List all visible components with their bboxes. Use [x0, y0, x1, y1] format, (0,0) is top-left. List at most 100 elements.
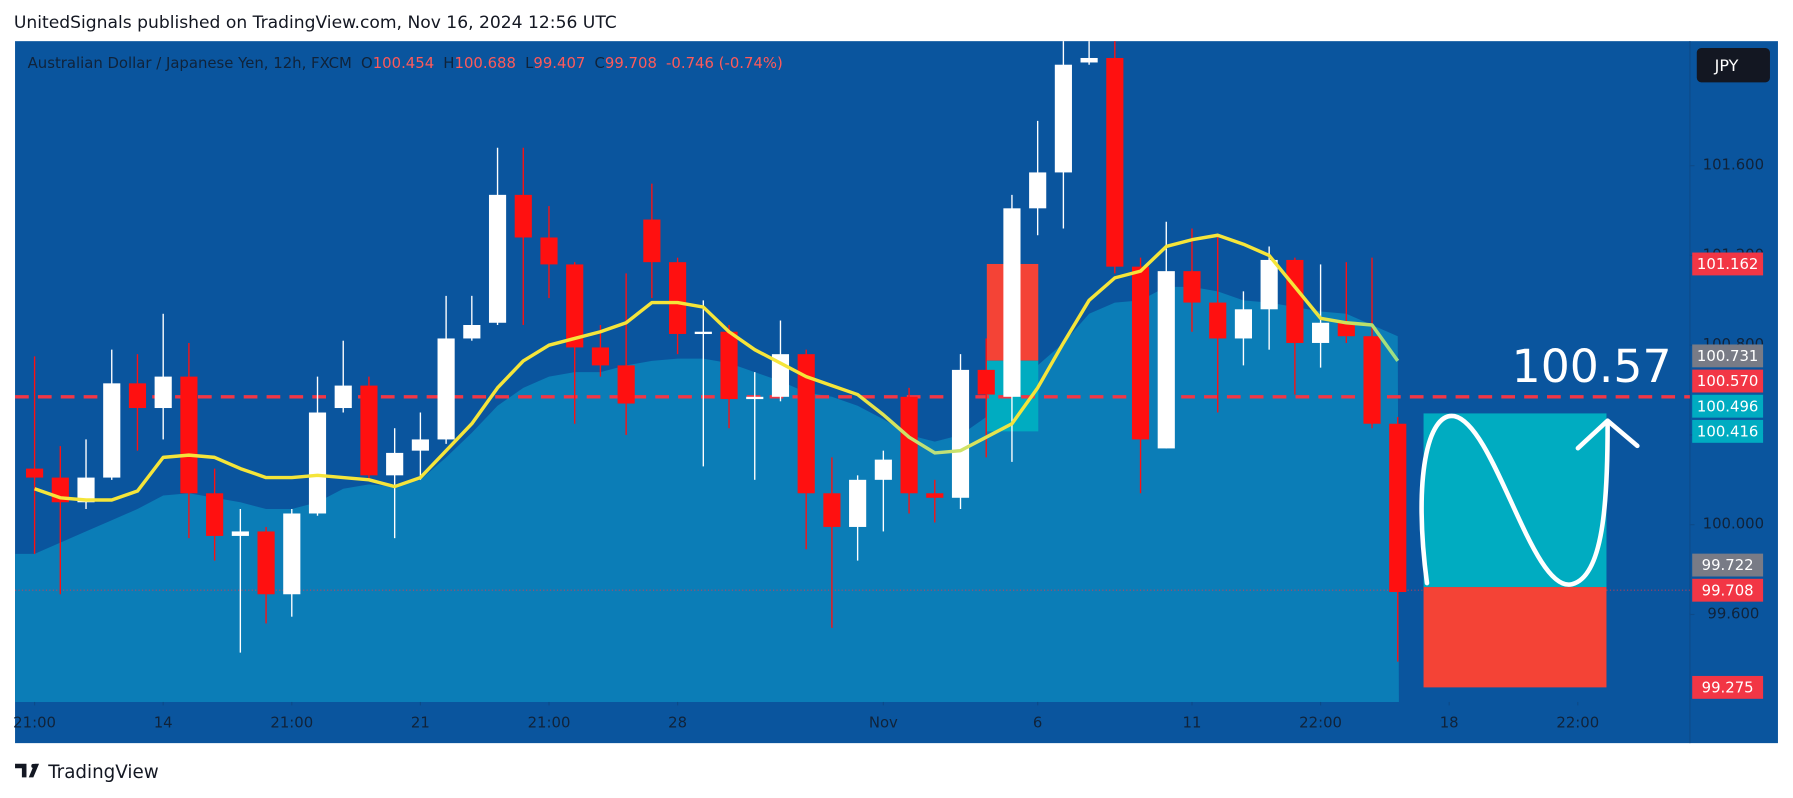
candle-body — [566, 264, 584, 348]
candle-body — [540, 237, 558, 265]
candle-body — [386, 452, 404, 476]
candle-body — [720, 331, 738, 400]
header: UnitedSignals published on TradingView.c… — [14, 13, 617, 33]
x-tick-label: Nov — [869, 714, 898, 732]
candle-body — [1234, 309, 1253, 339]
change: -0.746 (-0.74%) — [666, 54, 783, 72]
position-box — [1423, 587, 1607, 688]
footer: TradingView — [47, 762, 159, 783]
ohlc-value: 100.454 — [373, 54, 434, 72]
x-tick-label: 6 — [1033, 714, 1042, 732]
candle-body — [257, 531, 275, 595]
candle-body — [951, 369, 970, 498]
candle-body — [1106, 57, 1124, 267]
position-box — [1423, 413, 1607, 588]
plot — [15, 41, 1690, 702]
candle-body — [1209, 302, 1227, 339]
candle-body — [26, 468, 44, 478]
overlay: 100.57 21:00 14 21:00 21 21:00 28 Nov 6 11 22:00 18… — [13, 156, 1764, 732]
candle-body — [360, 385, 378, 476]
x-tick-label: 21:00 — [270, 714, 313, 732]
candle-body — [1286, 259, 1304, 343]
candle-body — [900, 396, 918, 494]
x-tick-label: 21:00 — [528, 714, 571, 732]
price-tag — [1692, 394, 1764, 418]
indicator-area — [15, 286, 1399, 702]
candle-body — [308, 412, 327, 514]
candle-body — [1337, 322, 1355, 337]
candle-body — [514, 194, 532, 238]
candle-body — [849, 479, 867, 527]
price-tag — [1692, 553, 1764, 577]
candle-body — [1054, 64, 1072, 173]
x-tick-label: 22:00 — [1556, 714, 1599, 732]
candle-body — [926, 493, 944, 498]
candle-body — [154, 376, 172, 409]
annotation: 100.57 — [1512, 340, 1672, 393]
price-tag-label: 101.162 — [1697, 255, 1758, 273]
candle-body — [77, 477, 95, 503]
price-tag — [1692, 419, 1764, 443]
candle-body — [591, 347, 610, 366]
currency-button[interactable] — [1696, 48, 1770, 83]
candle-body — [643, 219, 661, 263]
price-tag — [1692, 675, 1764, 699]
price-tag-label: 100.731 — [1697, 347, 1758, 365]
candle-body — [1029, 172, 1047, 209]
candle-body — [206, 493, 224, 536]
candle-body — [437, 338, 455, 440]
ohlc-key: L — [525, 54, 534, 72]
candle-body — [283, 513, 301, 595]
x-tick-label: 21:00 — [13, 714, 56, 732]
x-tick-label: 11 — [1183, 714, 1202, 732]
projection-arrow — [1575, 418, 1640, 451]
candle-body — [1080, 57, 1098, 63]
ohlc-value: 100.688 — [455, 54, 516, 72]
candle-body — [1131, 266, 1150, 440]
symbol: Australian Dollar / Japanese Yen, 12h, F… — [28, 54, 352, 72]
legend: Australian Dollar / Japanese Yen, 12h, F… — [28, 54, 783, 72]
price-tag-label: 100.416 — [1697, 423, 1758, 441]
candle-body — [617, 365, 635, 404]
candle-body — [977, 369, 995, 395]
candle-body — [231, 531, 249, 536]
ohlc-key: H — [443, 54, 454, 72]
candle-body — [874, 459, 892, 480]
price-tag — [1692, 369, 1764, 393]
ohlc-key: O — [361, 54, 373, 72]
x-tick-label: 21 — [411, 714, 430, 732]
currency-label: JPY — [1714, 56, 1739, 75]
candle-body — [1312, 322, 1330, 343]
price-tag-label: 100.496 — [1697, 397, 1758, 415]
ohlc-value: 99.708 — [605, 54, 657, 72]
x-tick-label: 28 — [668, 714, 687, 732]
price-tag — [1692, 578, 1764, 602]
candle-body — [694, 331, 712, 335]
candle-body — [463, 325, 481, 339]
price-tag — [1692, 344, 1764, 368]
candle-body — [823, 493, 841, 527]
candle-body — [334, 385, 352, 409]
candle-body — [103, 383, 121, 478]
y-tick-label: 100.000 — [1703, 515, 1764, 533]
projection-curve — [1419, 413, 1610, 587]
x-tick-label: 22:00 — [1299, 714, 1342, 732]
price-tag-label: 99.722 — [1702, 556, 1754, 574]
candle-body — [1157, 271, 1175, 449]
price-tag-label: 99.275 — [1702, 679, 1754, 697]
candle-body — [669, 262, 687, 334]
x-tick-label: 14 — [154, 714, 173, 732]
ohlc-key: C — [595, 54, 605, 72]
x-tick-label: 18 — [1440, 714, 1459, 732]
price-tag — [1692, 252, 1764, 276]
candle-body — [1183, 271, 1201, 303]
candle-body — [1363, 336, 1381, 424]
candle-body — [488, 194, 507, 323]
ohlc-value: 99.407 — [533, 54, 585, 72]
price-tag-label: 99.708 — [1702, 581, 1754, 599]
candle-body — [797, 354, 815, 494]
candle-body — [128, 383, 147, 409]
candle-body — [1260, 259, 1278, 310]
